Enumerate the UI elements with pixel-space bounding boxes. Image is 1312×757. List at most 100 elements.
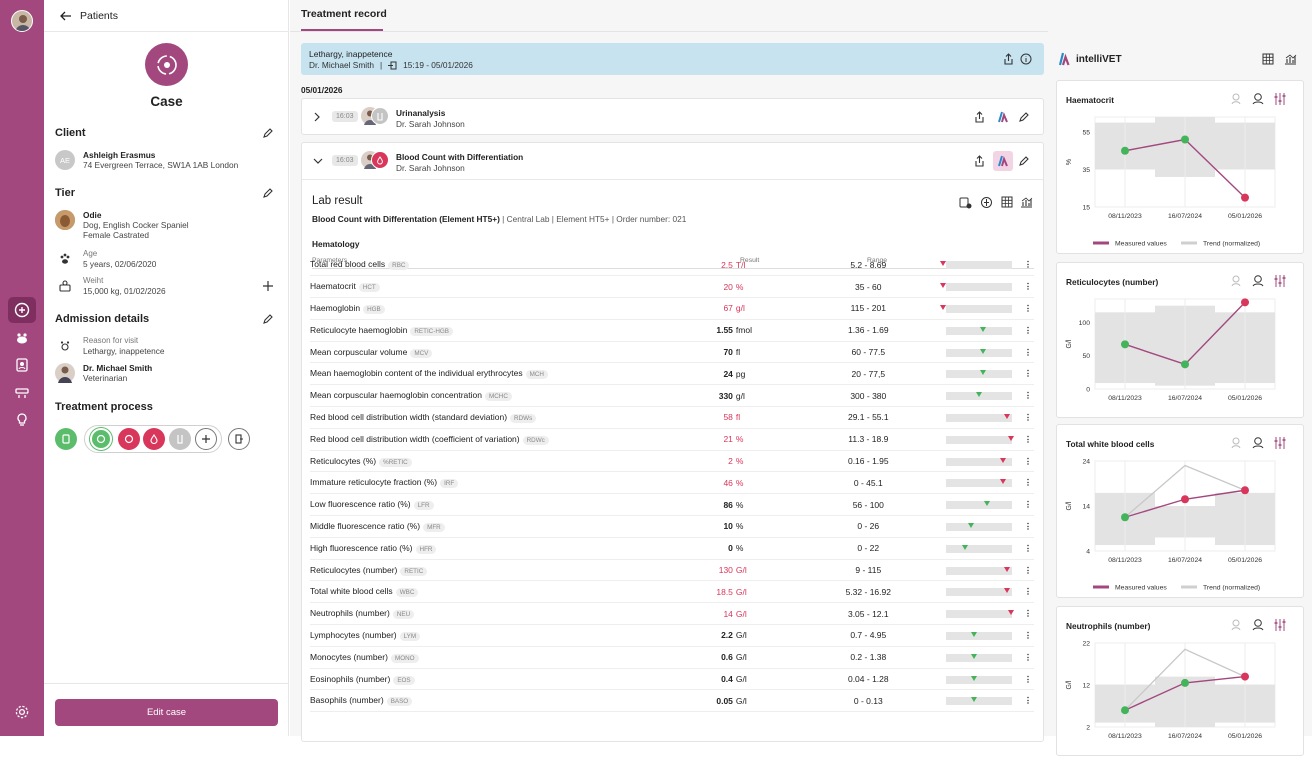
lab-row[interactable]: Neutrophils (number) NEU 14 G/l 3.05 - 12.1 ⋮	[310, 602, 1034, 626]
step-admission-icon[interactable]	[55, 428, 77, 450]
compare-icon[interactable]	[1229, 274, 1243, 288]
lab-row[interactable]: Immature reticulocyte fraction (%) IRF 46%…	[310, 471, 1034, 495]
record-item-urinanalysis[interactable]: 16:03 Urinanalysis Dr. Sarah Johnson	[301, 98, 1044, 135]
trend-settings-icon[interactable]	[1273, 274, 1287, 288]
trend-settings-icon[interactable]	[1273, 436, 1287, 450]
step-discharge-icon[interactable]	[228, 428, 250, 450]
pet-paw-icon[interactable]	[1251, 274, 1265, 288]
back-to-patients[interactable]: Patients	[44, 0, 288, 32]
more-menu-icon[interactable]: ⋮	[1021, 580, 1034, 604]
add-weight-plus-icon[interactable]	[262, 280, 274, 292]
intellivet-active-icon[interactable]	[993, 151, 1013, 171]
more-menu-icon[interactable]: ⋮	[1021, 471, 1034, 495]
lab-row[interactable]: Middle fluorescence ratio (%) MFR 10% 0 - 2…	[310, 515, 1034, 538]
more-menu-icon[interactable]: ⋮	[1021, 319, 1034, 342]
step-exam-icon[interactable]	[118, 428, 140, 450]
more-menu-icon[interactable]: ⋮	[1021, 254, 1034, 277]
range-value: 60 - 77.5	[798, 341, 938, 364]
lab-row[interactable]: Red blood cell distribution width (stand…	[310, 406, 1034, 429]
pet-paw-icon[interactable]	[1251, 436, 1265, 450]
chart-view-icon[interactable]	[1284, 53, 1297, 65]
edit-admission-pencil-icon[interactable]	[262, 313, 274, 325]
add-comment-icon[interactable]	[959, 196, 972, 209]
lab-row[interactable]: Monocytes (number) MONO 0.6 G/l 0.2 - 1.38 ⋮	[310, 646, 1034, 669]
trend-settings-icon[interactable]	[1273, 618, 1287, 632]
more-menu-icon[interactable]: ⋮	[1021, 493, 1034, 517]
nav-contacts-icon[interactable]	[8, 352, 36, 378]
step-exam-done-icon[interactable]	[90, 428, 112, 450]
lab-table: Total red blood cells RBC 2.5 T/l 5.2 - 8.69…	[310, 254, 1034, 713]
item-header[interactable]: 16:03 Blood Count with Differentiation D…	[302, 143, 1043, 180]
more-menu-icon[interactable]: ⋮	[1021, 362, 1034, 386]
more-menu-icon[interactable]: ⋮	[1021, 537, 1034, 560]
tree-view-icon[interactable]	[980, 196, 993, 209]
pet-paw-icon[interactable]	[1251, 618, 1265, 632]
param-abbr: %RETIC	[379, 457, 412, 467]
more-menu-icon[interactable]: ⋮	[1021, 406, 1034, 429]
lab-row[interactable]: Haematocrit HCT 20% 35 - 60 ⋮	[310, 275, 1034, 299]
lab-row[interactable]: Lymphocytes (number) LYM 2.2 G/l 0.7 - 4.95 ⋮	[310, 624, 1034, 647]
more-menu-icon[interactable]: ⋮	[1021, 384, 1034, 408]
trend-settings-icon[interactable]	[1273, 92, 1287, 106]
edit-tier-pencil-icon[interactable]	[262, 187, 274, 199]
step-urine-icon[interactable]	[169, 428, 191, 450]
process-steps	[55, 425, 255, 454]
lab-row[interactable]: Low fluorescence ratio (%) LFR 86% 56 - 100…	[310, 493, 1034, 517]
lab-row[interactable]: Mean haemoglobin content of the individu…	[310, 362, 1034, 386]
more-menu-icon[interactable]: ⋮	[1021, 646, 1034, 669]
lab-row[interactable]: Total white blood cells WBC 18.5 G/l 5.32 - …	[310, 580, 1034, 604]
more-menu-icon[interactable]: ⋮	[1021, 689, 1034, 713]
more-menu-icon[interactable]: ⋮	[1021, 624, 1034, 647]
range-indicator	[937, 624, 1022, 647]
compare-icon[interactable]	[1229, 92, 1243, 106]
lab-row[interactable]: Mean corpuscular volume MCV 70 fl 60 - 77.5 ⋮	[310, 341, 1034, 364]
table-view-icon[interactable]	[1001, 196, 1013, 208]
settings-icon[interactable]	[8, 699, 36, 725]
more-menu-icon[interactable]: ⋮	[1021, 515, 1034, 538]
more-menu-icon[interactable]: ⋮	[1021, 275, 1034, 299]
chevron-down-icon[interactable]	[313, 157, 323, 165]
edit-client-pencil-icon[interactable]	[262, 127, 274, 139]
more-menu-icon[interactable]: ⋮	[1021, 450, 1034, 473]
lab-row[interactable]: Basophils (number) BASO 0.05 G/l 0 - 0.13 ⋮	[310, 689, 1034, 713]
nav-devices-icon[interactable]	[8, 380, 36, 406]
more-menu-icon[interactable]: ⋮	[1021, 428, 1034, 451]
lab-row[interactable]: Haemoglobin HGB 67 g/l 115 - 201 ⋮	[310, 297, 1034, 320]
more-menu-icon[interactable]: ⋮	[1021, 297, 1034, 320]
compare-icon[interactable]	[1229, 618, 1243, 632]
step-lab-drop-icon[interactable]	[143, 428, 165, 450]
more-menu-icon[interactable]: ⋮	[1021, 602, 1034, 626]
visit-banner[interactable]: Lethargy, inappetence Dr. Michael Smith …	[301, 43, 1044, 75]
edit-pencil-icon[interactable]	[1018, 111, 1030, 123]
table-view-icon[interactable]	[1262, 53, 1274, 65]
share-icon[interactable]	[1003, 53, 1014, 65]
compare-icon[interactable]	[1229, 436, 1243, 450]
lab-row[interactable]: High fluorescence ratio (%) HFR 0% 0 - 22 ⋮	[310, 537, 1034, 560]
share-icon[interactable]	[974, 111, 985, 123]
add-step-plus-icon[interactable]	[195, 428, 217, 450]
lab-row[interactable]: Reticulocytes (%) %RETIC 2% 0.16 - 1.95 ⋮	[310, 450, 1034, 473]
share-icon[interactable]	[974, 155, 985, 167]
lab-row[interactable]: Eosinophils (number) EOS 0.4 G/l 0.04 - 1.28…	[310, 668, 1034, 691]
data-point	[1241, 298, 1249, 307]
edit-case-button[interactable]: Edit case	[55, 699, 278, 726]
tab-treatment-record[interactable]: Treatment record	[301, 8, 387, 20]
nav-ideas-icon[interactable]	[8, 407, 36, 433]
user-avatar[interactable]	[11, 10, 33, 32]
lab-row[interactable]: Reticulocyte haemoglobin RETIC-HGB 1.55 fmo…	[310, 319, 1034, 342]
chart-view-icon[interactable]	[1020, 196, 1033, 208]
more-menu-icon[interactable]: ⋮	[1021, 559, 1034, 582]
lab-row[interactable]: Reticulocytes (number) RETIC 130 G/l 9 - 115…	[310, 559, 1034, 582]
nav-treatment-icon[interactable]	[8, 297, 36, 323]
nav-pets-icon[interactable]	[8, 325, 36, 351]
pet-paw-icon[interactable]	[1251, 92, 1265, 106]
more-menu-icon[interactable]: ⋮	[1021, 341, 1034, 364]
chevron-right-icon[interactable]	[313, 112, 321, 122]
lab-row[interactable]: Red blood cell distribution width (coeff…	[310, 428, 1034, 451]
info-icon[interactable]	[1020, 53, 1032, 65]
intellivet-icon[interactable]	[997, 111, 1009, 123]
lab-row[interactable]: Total red blood cells RBC 2.5 T/l 5.2 - 8.69…	[310, 254, 1034, 277]
lab-row[interactable]: Mean corpuscular haemoglobin concentrati…	[310, 384, 1034, 408]
more-menu-icon[interactable]: ⋮	[1021, 668, 1034, 691]
edit-pencil-icon[interactable]	[1018, 155, 1030, 167]
